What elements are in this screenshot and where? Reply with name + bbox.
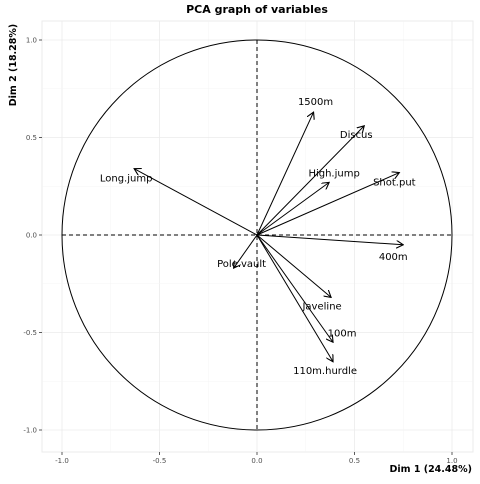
label-high-jump: High.jump	[308, 168, 359, 179]
x-tick-label: 1.0	[446, 457, 457, 465]
arrow-javeline	[256, 234, 331, 297]
label-pole-vault: Pole.vault	[217, 259, 266, 270]
label-110m-hurdle: 110m.hurdle	[293, 366, 357, 377]
x-tick-label: 0.5	[349, 457, 360, 465]
arrow-pole-vault	[234, 234, 258, 268]
x-tick-label: -0.5	[153, 457, 167, 465]
y-tick-label: -1.0	[23, 427, 37, 435]
arrow-1500m	[256, 112, 314, 236]
x-axis-title: Dim 1 (24.48%)	[389, 464, 472, 475]
x-axis-ticks: -1.0 -0.5 0.0 0.5 1.0	[55, 452, 458, 465]
chart-title: PCA graph of variables	[186, 3, 328, 16]
y-tick-label: 0.5	[26, 134, 37, 142]
label-400m: 400m	[379, 252, 408, 263]
arrow-long-jump	[134, 169, 258, 236]
label-1500m: 1500m	[298, 97, 333, 108]
variable-arrows	[134, 112, 403, 362]
y-tick-label: -0.5	[23, 329, 37, 337]
arrow-400m	[256, 234, 403, 245]
label-100m: 100m	[328, 328, 357, 339]
arrow-shot-put	[256, 173, 399, 236]
label-discus: Discus	[340, 130, 373, 141]
label-javeline: Javeline	[301, 301, 341, 312]
arrow-discus	[256, 126, 364, 236]
x-tick-label: -1.0	[55, 457, 69, 465]
x-tick-label: 0.0	[251, 457, 262, 465]
y-tick-label: 0.0	[26, 232, 37, 240]
y-axis-title: Dim 2 (18.28%)	[8, 24, 19, 107]
variable-labels: 1500m Discus High.jump Shot.put Long.jump 400…	[100, 97, 416, 377]
y-axis-ticks: -1.0 -0.5 0.0 0.5 1.0	[23, 37, 42, 435]
arrow-high-jump	[256, 182, 329, 236]
y-tick-label: 1.0	[26, 37, 37, 45]
label-shot-put: Shot.put	[373, 178, 416, 189]
label-long-jump: Long.jump	[100, 174, 153, 185]
arrow-110m-hurdle	[256, 234, 333, 362]
arrow-100m	[256, 234, 333, 342]
